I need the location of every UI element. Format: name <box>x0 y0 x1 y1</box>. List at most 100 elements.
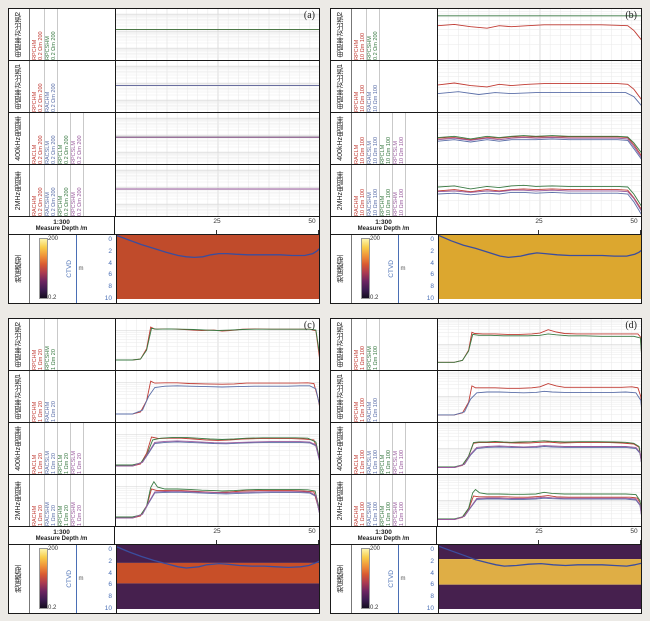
depth-tick-label: 8 <box>108 593 112 601</box>
track-grid-plot <box>116 9 319 60</box>
track-name-label: 2MHz电阻率 <box>15 170 22 211</box>
depth-tick-label: 0 <box>430 236 434 243</box>
depth-axis-header: 1:300 Measure Depth /m <box>9 527 115 544</box>
track-legend: RACLM 10 Ωm 100 RACSLM 10 Ωm 100 RPCLM 10 Ωm … <box>352 113 438 164</box>
curve-legend-RPCSLM: RPCSLM 1 Ωm 100 <box>393 423 406 474</box>
x-tick-mark <box>640 540 641 544</box>
depth-tick-label: 2 <box>430 247 434 255</box>
curve-scale-label: 1 Ωm 100 <box>360 450 366 474</box>
curve-scale-label: 0.2 Ωm 200 <box>38 83 44 112</box>
curve-scale-label: 0.2 Ωm 200 <box>51 187 57 216</box>
track-grid-plot <box>438 165 641 216</box>
track-title: 400kHz电阻率 <box>9 423 30 474</box>
formation-model-plot <box>439 545 641 609</box>
curve-scale-label: 1 Ωm 20 <box>77 453 83 474</box>
curve-scale-label: 0.2 Ωm 200 <box>38 187 44 216</box>
curve-scale-label: 10 Ωm 100 <box>373 188 379 216</box>
track-title: 2MHz电阻率 <box>331 475 352 526</box>
depth-axis-ticks: 25 50 <box>437 527 641 544</box>
formation-model-row: 地层模型 200 0.2 CTVD m 0 2 4 6 8 10 <box>9 545 319 613</box>
formation-layer <box>117 235 319 299</box>
track-legend: RPCHM 1 Ωm 100 RACHM 1 Ωm 100 <box>352 371 438 422</box>
curve-legend-RACSHM: RACSHM 0.2 Ωm 200 <box>45 165 58 216</box>
curve-scale-label: 1 Ωm 100 <box>373 346 379 370</box>
log-curve-RPCLM <box>438 135 641 154</box>
curve-scale-label: 0.2 Ωm 200 <box>77 187 83 216</box>
track-plot <box>116 165 319 216</box>
depth-tick-label: 6 <box>108 581 112 589</box>
curve-legend-RACLM: RACLM 1 Ωm 100 <box>354 423 367 474</box>
x-tick-mark <box>216 230 217 234</box>
log-curve-RPCHM <box>438 23 641 41</box>
track-plot <box>438 423 641 474</box>
track-legend: RPCHM 0.2 Ωm 200 RPCSHM 0.2 Ωm 200 <box>30 9 116 60</box>
curve-legend-RPCHM: RPCHM 1 Ωm 20 <box>58 475 71 526</box>
curve-legend-RACLM: RACLM 10 Ωm 100 <box>354 113 367 164</box>
depth-axis-ticks: 25 50 <box>437 217 641 234</box>
depth-axis-row: 1:300 Measure Depth /m 25 50 <box>9 217 319 235</box>
track-name-label: 400kHz电阻率 <box>15 116 22 161</box>
depth-tick-label: 4 <box>108 569 112 577</box>
ctvd-label: CTVD <box>65 570 73 588</box>
track-legend: RPCHM 1 Ωm 100 RPCSHM 1 Ωm 100 <box>352 319 438 370</box>
track-4: 2MHz电阻率 RACHM 10 Ωm 100 RACSHM 10 Ωm 100 RPCH… <box>331 165 641 217</box>
curve-scale-label: 10 Ωm 100 <box>399 136 405 164</box>
curve-scale-label: 1 Ωm 20 <box>64 505 70 526</box>
curve-legend-RACLM: RACLM 1 Ωm 20 <box>32 423 45 474</box>
depth-unit-label: m <box>399 545 407 613</box>
track-name-label: 电阻率对比道2 <box>15 11 22 58</box>
depth-tick-label: 0 <box>108 236 112 243</box>
depth-tick-label: 10 <box>104 294 112 302</box>
track-grid-plot <box>438 475 641 526</box>
curve-legend-RPCSHM: RPCSHM 0.2 Ωm 200 <box>367 9 380 60</box>
track-name-label: 电阻率对比道2 <box>337 321 344 368</box>
curve-scale-label: 1 Ωm 20 <box>51 349 57 370</box>
curve-legend-RPCSHM: RPCSHM 0.2 Ωm 200 <box>45 9 58 60</box>
curve-scale-label: 10 Ωm 100 <box>399 188 405 216</box>
curve-legend-RPCHM: RPCHM 1 Ωm 20 <box>32 319 45 370</box>
depth-tick-label: 6 <box>108 271 112 279</box>
track-title: 2MHz电阻率 <box>9 475 30 526</box>
track-name-label: 电阻率对比道1 <box>337 63 344 110</box>
ctvd-label: CTVD <box>387 260 395 278</box>
track-grid-plot <box>116 113 319 164</box>
curve-legend-RPCHM: RPCHM 0.2 Ωm 200 <box>32 61 45 112</box>
log-curve-RPCLM <box>438 440 641 468</box>
track-title: 电阻率对比道2 <box>331 9 352 60</box>
track-title: 电阻率对比道1 <box>331 371 352 422</box>
x-tick-label: 50 <box>308 218 316 225</box>
track-grid-plot <box>116 423 319 474</box>
curve-legend-RACSHM: RACSHM 1 Ωm 100 <box>367 475 380 526</box>
curve-scale-label: 0.2 Ωm 200 <box>373 31 379 60</box>
curve-legend-RPCHM: RPCHM 1 Ωm 100 <box>354 371 367 422</box>
curve-legend-RACSHM: RACSHM 10 Ωm 100 <box>367 165 380 216</box>
depth-unit-label: m <box>399 235 407 303</box>
curve-legend-RPCSLM: RPCSLM 10 Ωm 100 <box>393 113 406 164</box>
colorbar-min-label: 0.2 <box>48 295 57 301</box>
curve-scale-label: 1 Ωm 100 <box>386 502 392 526</box>
ctvd-curve <box>117 546 319 569</box>
formation-model-row: 地层模型 200 0.2 CTVD m 0 2 4 6 8 10 <box>331 545 641 613</box>
ctvd-curve <box>439 545 641 567</box>
ctvd-axis-label: CTVD <box>384 545 399 613</box>
curve-legend-RACSLM: RACSLM 0.2 Ωm 200 <box>45 113 58 164</box>
track-name-label: 电阻率对比道2 <box>337 11 344 58</box>
curve-legend-RACHM: RACHM 0.2 Ωm 200 <box>45 61 58 112</box>
resistivity-colorbar <box>39 238 48 299</box>
model-title: 地层模型 <box>9 235 30 303</box>
depth-tick-label: 6 <box>430 581 434 589</box>
track-plot <box>438 165 641 216</box>
x-tick-label: 25 <box>213 528 221 535</box>
formation-model-plot <box>439 235 641 299</box>
track-3: 400kHz电阻率 RACLM 10 Ωm 100 RACSLM 10 Ωm 100 RP… <box>331 113 641 165</box>
curve-legend-RPCSLM: RPCSLM 0.2 Ωm 200 <box>71 113 84 164</box>
log-curve-RACLM <box>438 136 641 156</box>
curve-scale-label: 0.2 Ωm 200 <box>38 135 44 164</box>
curve-scale-label: 0.2 Ωm 200 <box>38 31 44 60</box>
track-name-label: 400kHz电阻率 <box>337 116 344 161</box>
track-legend: RACHM 10 Ωm 100 RACSHM 10 Ωm 100 RPCHM 10 Ωm … <box>352 165 438 216</box>
colorbar-max-label: 200 <box>48 236 59 242</box>
track-name-label: 2MHz电阻率 <box>15 480 22 521</box>
log-curve-RACLM <box>116 436 319 467</box>
